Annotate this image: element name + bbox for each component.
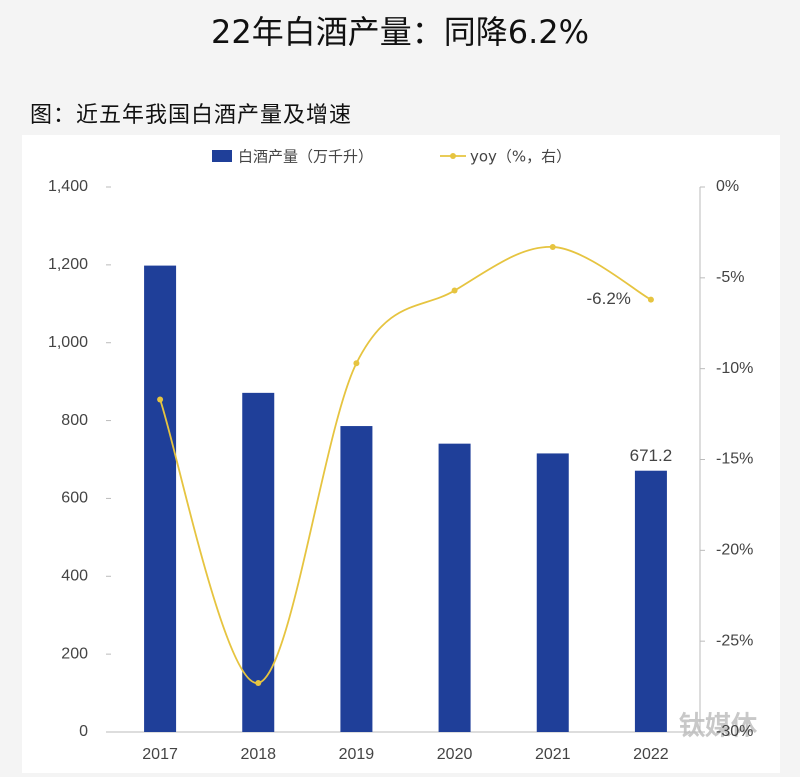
- legend-swatch: [212, 150, 232, 162]
- data-label: 671.2: [630, 446, 673, 465]
- x-tick-label: 2017: [142, 746, 178, 763]
- legend-label: 白酒产量（万千升）: [238, 148, 373, 166]
- line-marker: [255, 679, 262, 686]
- watermark: 钛媒体: [679, 712, 758, 742]
- y-tick-label: 1,200: [48, 256, 88, 273]
- y-tick-label: 0: [79, 723, 88, 740]
- bar: [536, 453, 569, 732]
- legend-swatch: [450, 153, 456, 159]
- chart-title: 22年白酒产量：同降6.2%: [211, 13, 589, 51]
- chart-subtitle: 图：近五年我国白酒产量及增速: [30, 103, 352, 128]
- line-marker: [647, 296, 654, 303]
- y2-tick-label: -5%: [716, 269, 744, 286]
- y2-tick-label: -20%: [716, 542, 753, 559]
- x-tick-label: 2022: [633, 746, 669, 763]
- line-marker: [353, 360, 360, 367]
- y-tick-label: 200: [61, 645, 88, 662]
- legend-label: yoy（%，右）: [470, 148, 571, 166]
- y-tick-label: 400: [61, 568, 88, 585]
- y2-tick-label: -25%: [716, 632, 753, 649]
- y-tick-label: 1,000: [48, 334, 88, 351]
- y2-tick-label: 0%: [716, 178, 739, 195]
- data-label: -6.2%: [586, 289, 630, 308]
- y-tick-label: 600: [61, 490, 88, 507]
- bar: [144, 265, 177, 732]
- x-tick-label: 2018: [240, 746, 276, 763]
- x-tick-label: 2019: [339, 746, 375, 763]
- bar: [634, 470, 667, 732]
- y2-tick-label: -15%: [716, 451, 753, 468]
- bar: [340, 426, 373, 732]
- x-tick-label: 2020: [437, 746, 473, 763]
- line-marker: [157, 396, 164, 403]
- y-tick-label: 800: [61, 412, 88, 429]
- x-tick-label: 2021: [535, 746, 571, 763]
- y2-tick-label: -10%: [716, 360, 753, 377]
- line-marker: [451, 287, 458, 294]
- bar: [242, 392, 275, 732]
- y2-tick-label: -30%: [716, 723, 753, 740]
- bar: [438, 443, 471, 732]
- y-tick-label: 1,400: [48, 178, 88, 195]
- line-marker: [549, 243, 556, 250]
